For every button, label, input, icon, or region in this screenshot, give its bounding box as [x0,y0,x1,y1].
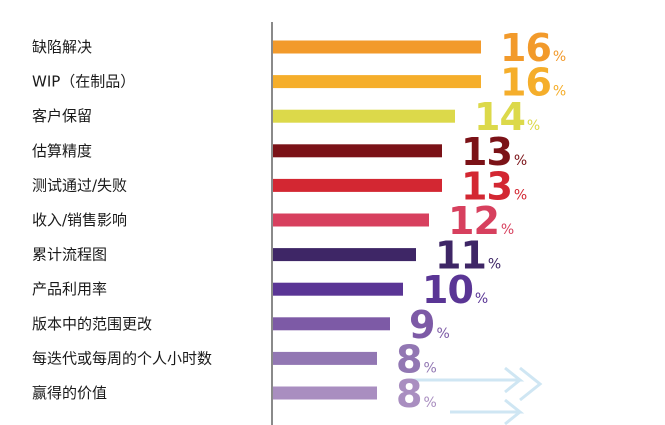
category-label: 测试通过/失败 [32,176,127,194]
bars [273,40,481,400]
value-label: 16% [500,26,566,70]
bar [273,178,442,192]
value-label: 10% [422,268,488,312]
bar [273,40,481,54]
category-label: 客户保留 [32,107,92,125]
category-label: 估算精度 [32,142,92,160]
category-label: WIP（在制品） [32,73,135,91]
value-label: 13% [461,164,527,208]
value-label: 12% [448,199,514,243]
value-labels: 16 %16 %14 %13 %13 %12 %11 %10 %9 %8 %8% [396,26,566,416]
bar [273,144,442,158]
category-label: 赢得的价值 [32,384,107,402]
bar [273,351,377,365]
value-label: 11% [435,234,501,278]
bar [273,109,455,123]
bar [273,317,390,331]
value-label: 8% [396,372,437,416]
value-label: 13% [461,130,527,174]
bar [273,248,416,262]
category-label: 累计流程图 [32,246,107,264]
bar [273,386,377,400]
value-label: 14% [474,95,540,139]
bar [273,282,403,296]
category-label: 缺陷解决 [32,38,92,56]
category-label: 收入/销售影响 [32,211,127,229]
category-label: 每迭代或每周的个人小时数 [32,349,212,367]
category-label: 产品利用率 [32,280,107,298]
bar [273,213,429,227]
value-label: 9% [409,303,450,347]
category-labels: 缺陷解决 WIP（在制品） 客户保留估算精度测试通过/失败收入/销售影响累计流程图产… [32,38,212,402]
value-label: 8% [396,337,437,381]
arrow-decoration-icon [410,366,543,425]
bar [273,75,481,89]
value-label: 16% [500,61,566,105]
category-label: 版本中的范围更改 [32,315,152,333]
